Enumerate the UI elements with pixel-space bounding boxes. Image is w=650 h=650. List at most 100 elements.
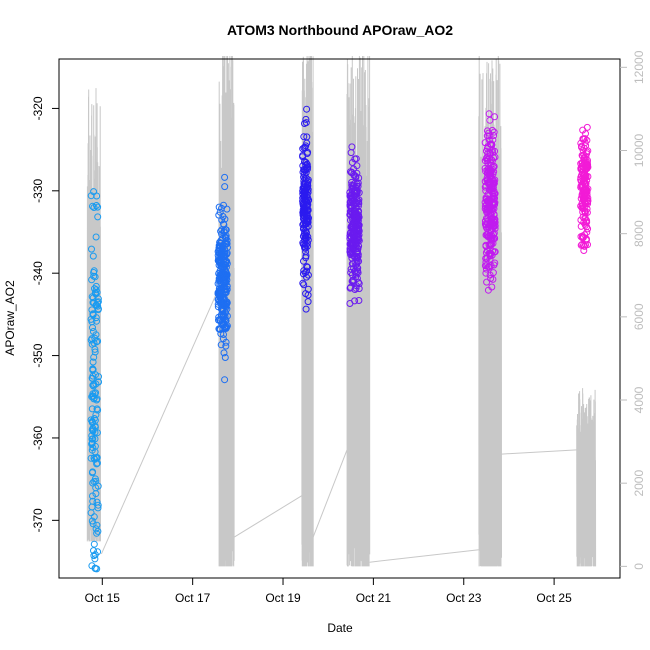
data-point: [581, 242, 588, 250]
data-point: [355, 189, 363, 197]
data-point: [351, 286, 359, 293]
data-point: [94, 299, 102, 307]
data-point: [89, 366, 97, 374]
data-point: [91, 334, 99, 342]
data-point: [217, 330, 225, 338]
data-point: [490, 128, 498, 136]
data-point: [491, 113, 499, 121]
data-point: [91, 423, 99, 431]
data-point: [302, 119, 310, 127]
data-point: [90, 552, 98, 560]
data-point: [578, 171, 585, 179]
data-point: [581, 231, 589, 239]
data-point: [221, 215, 229, 223]
data-point: [487, 156, 495, 164]
secondary-line-segment: [369, 549, 479, 563]
data-point: [350, 201, 358, 209]
x-tick-label: Oct 21: [356, 591, 392, 605]
data-point: [486, 221, 494, 229]
data-point: [486, 116, 494, 124]
data-point: [353, 255, 361, 263]
data-point: [89, 427, 97, 435]
data-point: [349, 184, 357, 192]
data-point: [299, 232, 307, 240]
data-point: [349, 260, 357, 268]
data-point: [88, 375, 96, 382]
data-point: [89, 252, 97, 260]
data-point: [300, 177, 308, 185]
data-point: [303, 161, 311, 169]
x-tick-label: Oct 19: [265, 591, 301, 605]
y-tick-label: -350: [31, 343, 45, 367]
data-point: [90, 547, 97, 555]
data-point: [304, 216, 312, 224]
y2-tick-label: 6000: [632, 303, 646, 330]
data-point: [91, 551, 99, 559]
data-point: [487, 222, 495, 230]
data-point: [89, 492, 96, 500]
data-point: [348, 249, 356, 256]
data-point: [303, 267, 310, 275]
secondary-line-segment: [501, 449, 577, 455]
data-point: [354, 250, 362, 258]
data-point: [88, 439, 96, 447]
x-tick-label: Oct 15: [85, 591, 121, 605]
data-point: [88, 562, 96, 570]
data-point: [221, 183, 229, 191]
data-point: [302, 254, 310, 262]
data-point: [484, 143, 492, 150]
y-tick-label: -340: [31, 261, 45, 285]
data-point: [215, 244, 223, 252]
data-point: [490, 179, 498, 187]
data-point: [223, 286, 231, 294]
data-point: [580, 219, 588, 226]
data-point: [88, 435, 96, 443]
data-point: [347, 168, 354, 176]
data-point: [303, 139, 311, 147]
data-point: [582, 218, 590, 226]
data-point: [351, 208, 359, 216]
data-point: [301, 234, 309, 242]
data-point: [353, 162, 361, 170]
data-point: [90, 478, 98, 486]
data-point: [581, 139, 589, 147]
data-point: [486, 185, 494, 193]
data-point: [92, 233, 100, 241]
data-point: [579, 126, 587, 134]
data-point: [222, 235, 230, 243]
data-point: [90, 513, 98, 521]
chart-title: ATOM3 Northbound APOraw_AO2: [227, 22, 453, 38]
data-point: [302, 115, 310, 123]
data-point: [578, 142, 586, 150]
data-point: [299, 190, 307, 198]
data-point: [483, 278, 491, 286]
data-point: [482, 194, 490, 202]
data-point: [222, 259, 230, 267]
data-point: [89, 497, 97, 505]
data-point: [583, 136, 591, 144]
secondary-line-segment: [346, 55, 371, 567]
y2-tick-label: 12000: [632, 50, 646, 84]
data-point: [92, 525, 100, 533]
data-point: [491, 199, 499, 207]
data-point: [491, 153, 499, 161]
data-point: [577, 139, 585, 147]
data-point: [584, 225, 592, 233]
y2-tick-label: 8000: [632, 220, 646, 247]
data-point: [222, 303, 230, 311]
secondary-line-segment: [312, 449, 348, 538]
data-point: [483, 127, 491, 135]
data-point: [302, 165, 310, 173]
data-point: [222, 232, 230, 240]
data-point: [487, 167, 495, 175]
data-point: [93, 498, 101, 506]
data-point: [300, 205, 308, 213]
data-point: [89, 202, 96, 210]
data-point: [89, 479, 97, 487]
data-point: [300, 212, 308, 220]
y2-axis-right: 0 2000 4000 6000 8000 10000 12000: [620, 50, 646, 570]
data-point: [88, 245, 95, 253]
data-point: [355, 231, 363, 239]
data-point: [581, 159, 589, 167]
